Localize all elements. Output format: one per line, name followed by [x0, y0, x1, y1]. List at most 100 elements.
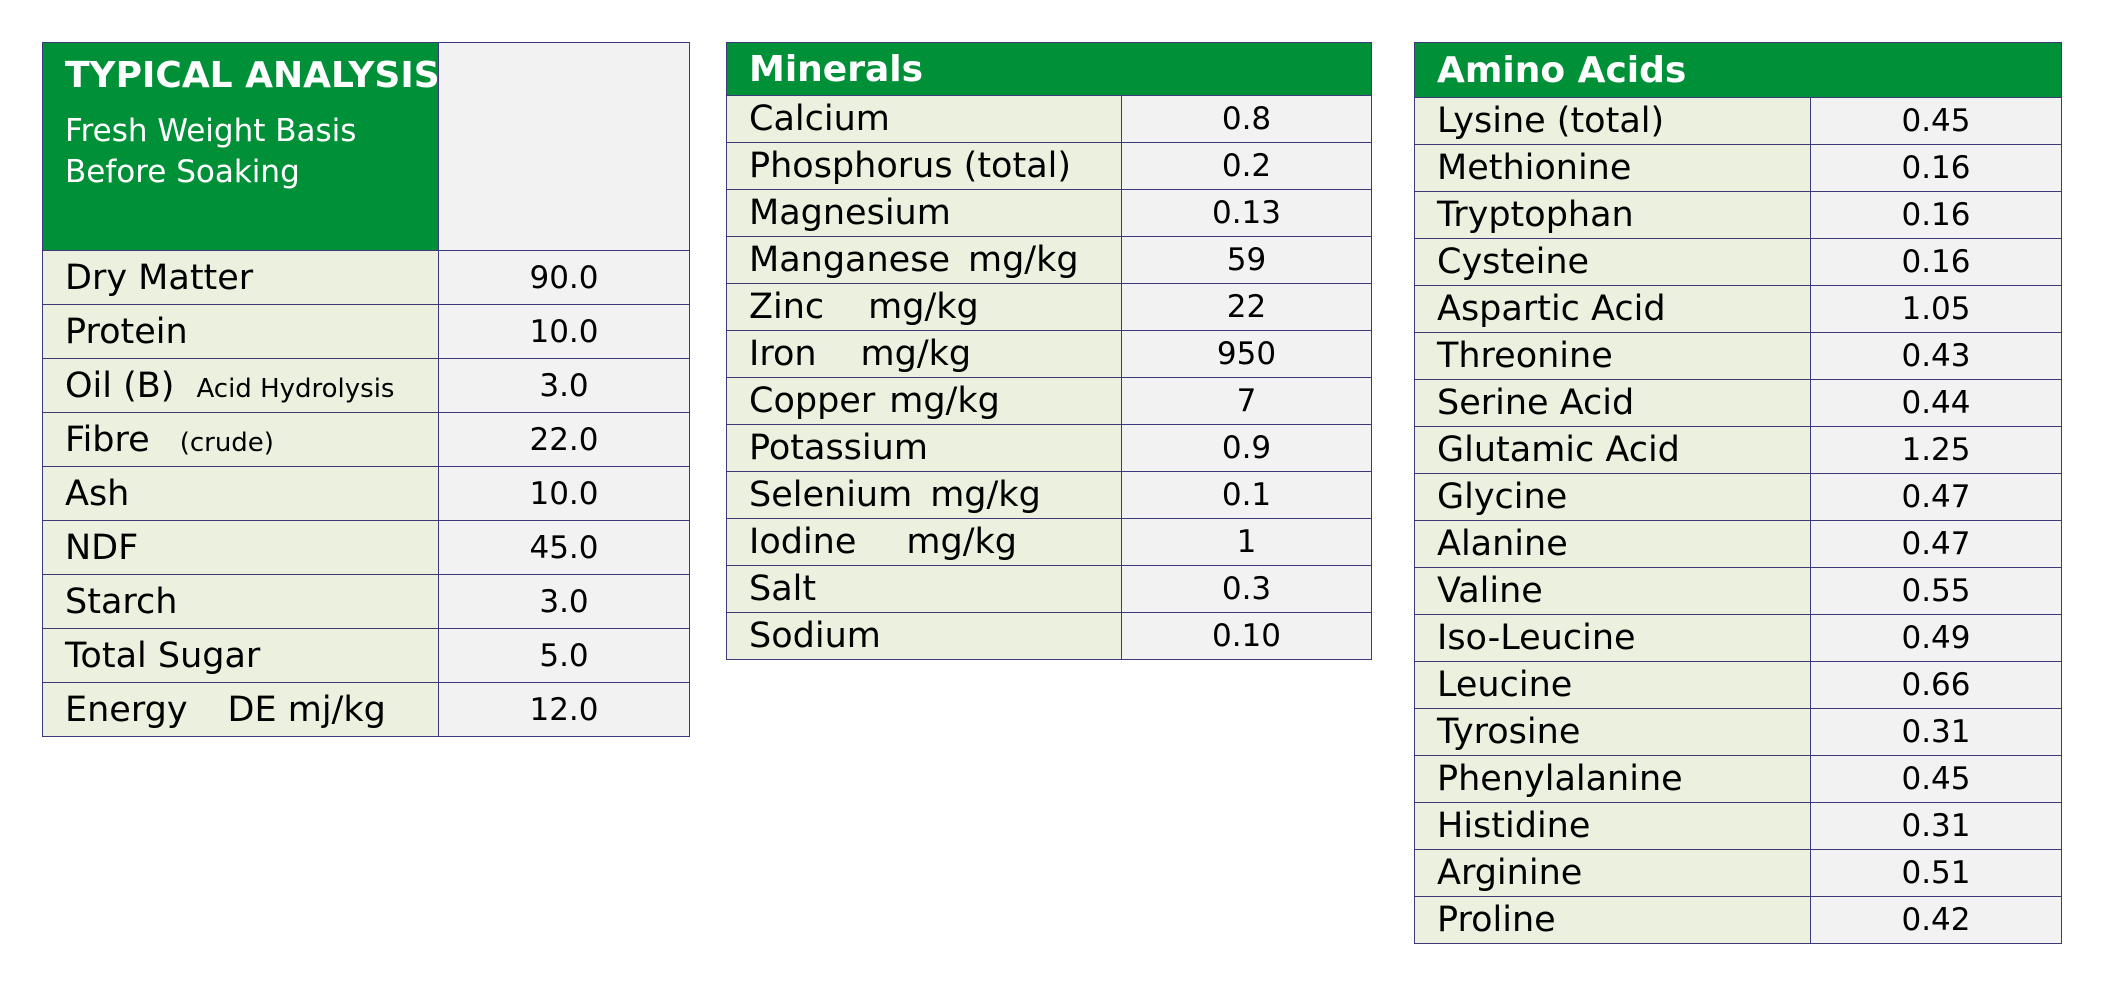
row-value: 0.16 [1809, 191, 2063, 239]
row-label: Valine [1437, 571, 1543, 611]
minerals-title: Minerals [726, 42, 1372, 96]
row-label: Tyrosine [1437, 712, 1581, 752]
row-value: 5.0 [438, 628, 690, 683]
table-row: Iodine mg/kg 1 [726, 518, 1372, 566]
row-value: 0.44 [1809, 379, 2063, 427]
row-label: NDF [65, 527, 139, 568]
table-row: Tyrosine 0.31 [1414, 708, 2063, 756]
row-value: 0.49 [1809, 614, 2063, 662]
row-value: 1 [1121, 518, 1372, 566]
table-row: Histidine 0.31 [1414, 802, 2063, 850]
row-note: Acid Hydrolysis [196, 373, 395, 404]
table-row: Lysine (total) 0.45 [1414, 97, 2063, 145]
row-label: Salt [749, 569, 817, 609]
row-label-cell: Glycine [1414, 473, 1811, 521]
row-label-cell: Protein [42, 304, 439, 359]
table-row: Salt 0.3 [726, 565, 1372, 613]
table-row: Starch 3.0 [42, 574, 690, 629]
row-value: 3.0 [438, 574, 690, 629]
row-unit: mg/kg [906, 522, 1017, 562]
row-label-cell: Lysine (total) [1414, 97, 1811, 145]
table-row: Cysteine 0.16 [1414, 238, 2063, 286]
row-label-cell: Alanine [1414, 520, 1811, 568]
table-row: Protein 10.0 [42, 304, 690, 359]
row-label-cell: Fibre (crude) [42, 412, 439, 467]
row-label-cell: Sodium [726, 612, 1122, 660]
row-label-cell: Tyrosine [1414, 708, 1811, 756]
row-value: 0.16 [1809, 144, 2063, 192]
row-label: Leucine [1437, 665, 1573, 705]
table-row: Phenylalanine 0.45 [1414, 755, 2063, 803]
row-value: 10.0 [438, 304, 690, 359]
table-row: Selenium mg/kg 0.1 [726, 471, 1372, 519]
row-label-cell: Manganese mg/kg [726, 236, 1122, 284]
row-label-cell: Arginine [1414, 849, 1811, 897]
typical-analysis-header: TYPICAL ANALYSIS Fresh Weight Basis Befo… [42, 42, 439, 251]
row-label-cell: Zinc mg/kg [726, 283, 1122, 331]
row-label: Protein [65, 311, 188, 352]
row-value: 10.0 [438, 466, 690, 521]
table-row: Proline 0.42 [1414, 896, 2063, 944]
amino-acids-header-row: Amino Acids [1413, 42, 2063, 98]
minerals-header-row: Minerals [726, 42, 1372, 96]
row-label: Sodium [749, 616, 881, 656]
table-row: Potassium 0.9 [726, 424, 1372, 472]
row-label: Energy [65, 689, 188, 730]
row-label-cell: Iodine mg/kg [726, 518, 1122, 566]
subtitle-line-1: Fresh Weight Basis [65, 113, 357, 149]
row-label-cell: Phosphorus (total) [726, 142, 1122, 190]
row-label-cell: Copper mg/kg [726, 377, 1122, 425]
table-row: Iron mg/kg 950 [726, 330, 1372, 378]
table-row: Manganese mg/kg 59 [726, 236, 1372, 284]
row-label: Selenium [749, 475, 913, 515]
row-label: Starch [65, 581, 178, 622]
row-label-cell: Valine [1414, 567, 1811, 615]
table-row: Iso-Leucine 0.49 [1414, 614, 2063, 662]
row-unit: mg/kg [889, 381, 1000, 421]
row-label-cell: Leucine [1414, 661, 1811, 709]
row-label: Tryptophan [1437, 195, 1634, 235]
row-value: 0.45 [1809, 755, 2063, 803]
row-label-cell: Salt [726, 565, 1122, 613]
row-label: Histidine [1437, 806, 1591, 846]
amino-acids-table: Amino Acids Lysine (total) 0.45 Methionine… [1413, 42, 2063, 944]
minerals-table: Minerals Calcium 0.8 Phosphorus (total) 0.2… [726, 42, 1372, 660]
row-value: 3.0 [438, 358, 690, 413]
row-label: Serine Acid [1437, 383, 1635, 423]
amino-acids-title: Amino Acids [1413, 42, 2063, 98]
row-note: (crude) [179, 427, 274, 458]
row-value: 950 [1121, 330, 1372, 378]
table-row: Aspartic Acid 1.05 [1414, 285, 2063, 333]
typical-analysis-header-row: TYPICAL ANALYSIS Fresh Weight Basis Befo… [42, 42, 690, 251]
row-label: Aspartic Acid [1437, 289, 1666, 329]
row-label: Ash [65, 473, 130, 514]
table-row: Glycine 0.47 [1414, 473, 2063, 521]
row-value: 0.3 [1121, 565, 1372, 613]
row-value: 0.45 [1809, 97, 2063, 145]
row-label-cell: Selenium mg/kg [726, 471, 1122, 519]
row-label: Proline [1437, 900, 1556, 940]
row-value: 0.66 [1809, 661, 2063, 709]
row-value: 12.0 [438, 682, 690, 737]
table-row: Fibre (crude) 22.0 [42, 412, 690, 467]
row-label-cell: Cysteine [1414, 238, 1811, 286]
row-label-cell: Potassium [726, 424, 1122, 472]
row-label-cell: Serine Acid [1414, 379, 1811, 427]
table-row: Oil (B) Acid Hydrolysis 3.0 [42, 358, 690, 413]
row-value: 59 [1121, 236, 1372, 284]
row-label: Glutamic Acid [1437, 430, 1680, 470]
row-value: 0.55 [1809, 567, 2063, 615]
row-label-cell: Dry Matter [42, 250, 439, 305]
row-label: Oil (B) [65, 365, 175, 406]
row-value: 0.8 [1121, 95, 1372, 143]
row-unit: mg/kg [860, 334, 972, 374]
row-value: 1.25 [1809, 426, 2063, 474]
row-label: Dry Matter [65, 257, 254, 298]
row-label: Glycine [1437, 477, 1568, 517]
row-label-cell: Starch [42, 574, 439, 629]
row-label-cell: Oil (B) Acid Hydrolysis [42, 358, 439, 413]
table-row: Leucine 0.66 [1414, 661, 2063, 709]
row-label-cell: Calcium [726, 95, 1122, 143]
row-value: 0.43 [1809, 332, 2063, 380]
row-label: Methionine [1437, 148, 1632, 188]
